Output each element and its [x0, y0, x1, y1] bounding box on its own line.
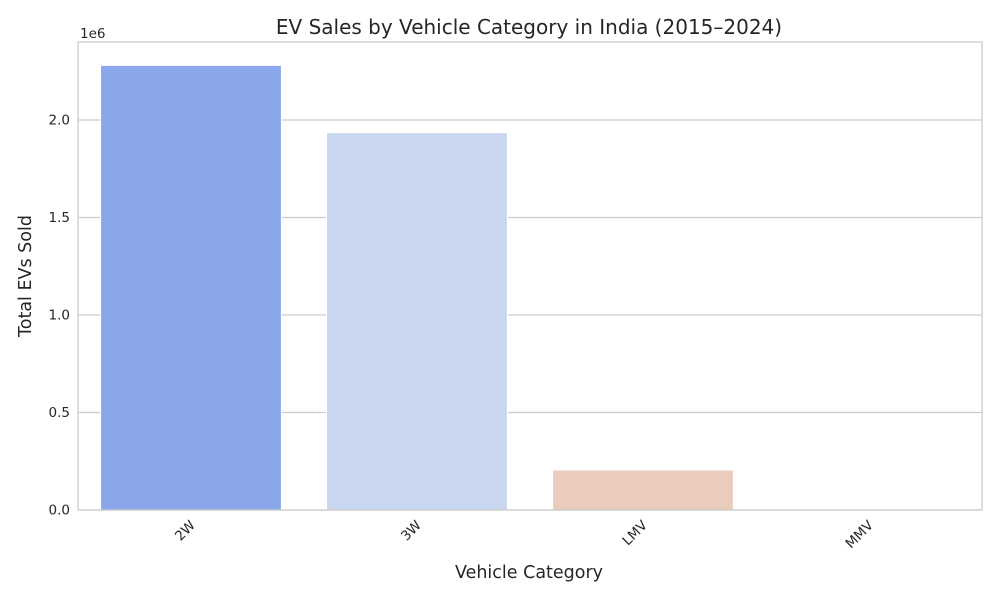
x-tick-label: 2W — [172, 518, 199, 545]
x-axis-label: Vehicle Category — [455, 563, 603, 583]
y-tick-label: 1.5 — [49, 210, 70, 226]
x-tick-label: 3W — [398, 518, 425, 545]
bar-3w — [326, 132, 508, 511]
y-tick-label: 0.5 — [49, 405, 70, 421]
y-tick-label: 0.0 — [49, 503, 70, 519]
y-tick-labels: 0.0 0.5 1.0 1.5 2.0 — [49, 113, 70, 519]
chart-title: EV Sales by Vehicle Category in India (2… — [276, 15, 782, 39]
x-tick-label: LMV — [619, 517, 651, 549]
y-axis-label: Total EVs Sold — [16, 215, 36, 338]
y-axis-offset-label: 1e6 — [80, 26, 105, 42]
plot-frame — [77, 41, 983, 511]
x-tick-labels: 2W 3W LMV MMV — [172, 517, 877, 552]
x-tick-label: MMV — [843, 517, 878, 552]
bar-2w — [100, 64, 282, 511]
bar-lmv — [552, 469, 734, 511]
bars — [100, 64, 960, 511]
y-tick-label: 1.0 — [49, 308, 70, 324]
y-tick-label: 2.0 — [49, 113, 70, 129]
